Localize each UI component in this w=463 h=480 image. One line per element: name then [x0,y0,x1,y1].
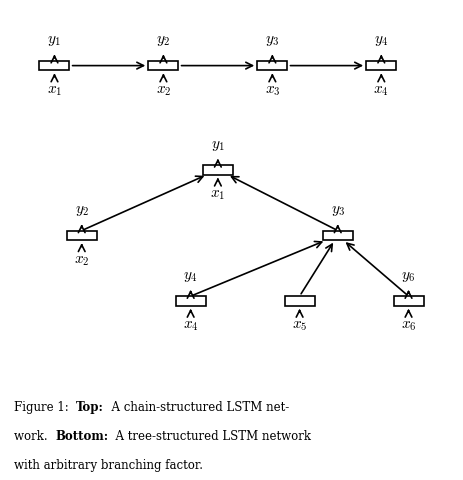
Text: $x_2$: $x_2$ [156,83,171,98]
Text: $y_2$: $y_2$ [156,34,170,48]
Text: $x_4$: $x_4$ [374,83,389,98]
Text: $x_6$: $x_6$ [401,318,416,333]
Text: $y_1$: $y_1$ [211,138,225,153]
Text: with arbitrary branching factor.: with arbitrary branching factor. [14,459,203,472]
Text: $x_1$: $x_1$ [210,187,225,202]
Text: $y_4$: $y_4$ [374,34,388,48]
FancyBboxPatch shape [203,165,233,175]
Text: Bottom:: Bottom: [55,430,108,443]
Text: $x_1$: $x_1$ [47,83,62,98]
FancyBboxPatch shape [323,230,353,240]
Text: A chain-structured LSTM net-: A chain-structured LSTM net- [104,400,289,413]
Text: work.: work. [14,430,55,443]
FancyBboxPatch shape [39,61,69,71]
Text: $y_3$: $y_3$ [331,203,345,218]
FancyBboxPatch shape [149,61,178,71]
Text: $y_2$: $y_2$ [75,203,89,218]
Text: $x_2$: $x_2$ [74,252,89,267]
FancyBboxPatch shape [394,296,424,306]
FancyBboxPatch shape [366,61,396,71]
Text: $y_6$: $y_6$ [401,269,416,284]
FancyBboxPatch shape [67,230,97,240]
FancyBboxPatch shape [175,296,206,306]
Text: $y_4$: $y_4$ [183,269,198,284]
Text: $x_3$: $x_3$ [264,83,280,98]
Text: Top:: Top: [76,400,104,413]
FancyBboxPatch shape [285,296,314,306]
Text: $y_3$: $y_3$ [265,34,280,48]
Text: $x_5$: $x_5$ [292,318,307,333]
FancyBboxPatch shape [257,61,288,71]
Text: $x_4$: $x_4$ [183,318,199,333]
Text: A tree-structured LSTM network: A tree-structured LSTM network [108,430,311,443]
Text: Figure 1:: Figure 1: [14,400,76,413]
Text: $y_1$: $y_1$ [47,34,62,48]
